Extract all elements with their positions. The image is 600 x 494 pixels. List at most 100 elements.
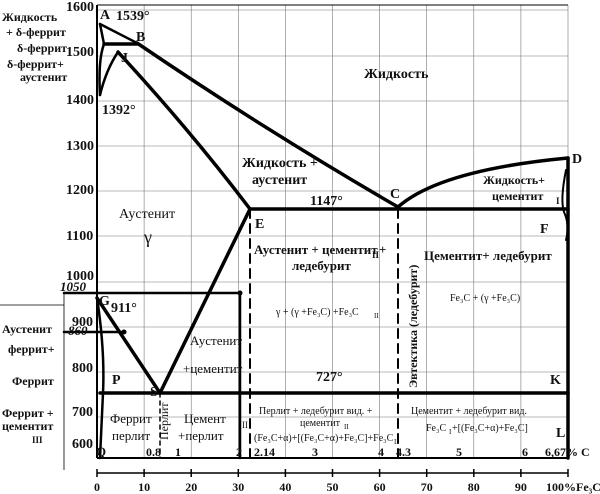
region-austenite: Аустенит <box>119 207 175 222</box>
temp-1539: 1539° <box>116 9 150 24</box>
left-inset-frame <box>0 293 65 470</box>
liquidus-AB <box>98 22 139 45</box>
x-c-tick-1: 1 <box>175 445 181 459</box>
y-tick-1000: 1000 <box>66 269 94 284</box>
region-perlite-ledeburite-2-sub: II <box>344 423 349 431</box>
region-perlite-ledeburite: Перлит + ледебурит вид. + <box>259 406 373 417</box>
label-delta-ferrite: δ-феррит <box>17 41 67 55</box>
x-pct-tick-label: 90 <box>515 480 527 494</box>
x-c-tick-0.8: 0.8 <box>146 445 161 459</box>
region-austenite-cementite-ledeburite-2: ледебурит <box>292 258 351 273</box>
marker-dots <box>121 290 243 335</box>
region-austenite-cementite-ledeburite-sub: II <box>372 250 380 260</box>
temp-860: 860 <box>68 323 88 338</box>
region-austenite-2: Аустенит <box>190 333 242 348</box>
solidus-JE <box>116 50 252 211</box>
x-pct-tick-label: 100%Fe₃C <box>546 480 600 494</box>
liquidus-BC <box>135 41 400 209</box>
region-eutectic-ledeburite: Эвтектика (ледебурит) <box>406 265 420 388</box>
label-ferrite: Феррит <box>12 374 54 388</box>
region-cementite-perlite-sub: II <box>242 420 248 430</box>
dot-860 <box>121 329 127 335</box>
plot-frame <box>96 4 568 459</box>
x-pct-tick-label: 0 <box>94 480 100 494</box>
y-tick-1600: 1600 <box>66 0 94 15</box>
x-c-tick-2: 2 <box>236 445 242 459</box>
region-austenite-cementite-ledeburite: Аустенит + цементит <box>254 242 378 257</box>
x-pct-tick-label: 50 <box>327 480 339 494</box>
temp-1050: 1050 <box>60 279 87 294</box>
label-delta-ferrite-austenite: δ-феррит+ <box>7 57 64 71</box>
label-austenite-ferrite-2: феррит+ <box>8 342 55 356</box>
region-cementite-ledeburite-2-b-sub: I <box>449 428 452 436</box>
temp-727: 727° <box>316 370 343 385</box>
region-austenite-formula-sub: II <box>374 312 379 320</box>
x-c-tick-6.67: 6,67% C <box>545 445 590 459</box>
x-pct-tick-label: 30 <box>232 480 244 494</box>
label-delta-ferrite-austenite-2: аустенит <box>20 70 67 84</box>
x-c-tick-4.3: 4.3 <box>396 445 411 459</box>
region-perlite: Перлит <box>157 402 171 440</box>
region-cementite-perlite-2: +перлит <box>178 428 224 443</box>
y-tick-1300: 1300 <box>66 139 94 154</box>
region-liquid-austenite: Жидкость + <box>242 156 318 171</box>
region-austenite-2-cementite: +цементит <box>183 361 243 376</box>
x-c-tick-2.14: 2.14 <box>254 445 275 459</box>
x-pct-tick-label: 60 <box>374 480 386 494</box>
region-liquid: Жидкость <box>364 67 429 82</box>
x-c-tick-5: 5 <box>456 445 462 459</box>
x-pct-tick-label: 80 <box>468 480 480 494</box>
x-c-tick-4: 4 <box>378 445 384 459</box>
y-tick-1200: 1200 <box>66 183 94 198</box>
x-pct-tick-label: 10 <box>138 480 150 494</box>
y-tick-1100: 1100 <box>66 229 93 244</box>
point-F: F <box>540 222 549 237</box>
region-cementite-ledeburite-2-c: +[(Fe₃C+α)+Fe₃C] <box>452 423 528 434</box>
y-tick-1400: 1400 <box>66 93 94 108</box>
y-tick-700: 700 <box>72 405 93 420</box>
x-pct-tick-label: 40 <box>279 480 291 494</box>
label-ferrite-cementite-2: цементит <box>2 419 53 433</box>
region-ferrite-perlite: Феррит <box>110 411 152 426</box>
y-tick-800: 800 <box>72 361 93 376</box>
percent-fe3c-axis: 0 10 20 30 40 50 60 70 80 90 100%Fe₃C <box>94 469 600 494</box>
region-ferrite-perlite-2: перлит <box>112 428 151 443</box>
point-D: D <box>572 152 582 167</box>
temp-1392: 1392° <box>102 103 136 118</box>
line-HN <box>98 42 106 97</box>
label-ferrite-cementite-sub: III <box>32 435 43 445</box>
point-A: A <box>100 8 111 23</box>
y-tick-600: 600 <box>72 437 93 452</box>
y-tick-1500: 1500 <box>66 45 94 60</box>
region-perlite-formula: (Fe₃C+α)+[(Fe₃C+α)+Fe₃C]+Fe₃C <box>254 433 394 444</box>
region-cementite-formula: Fe₃C + (γ +Fe₃C) <box>450 293 520 304</box>
x-c-tick-3: 3 <box>312 445 318 459</box>
y-tick-900: 900 <box>72 315 93 330</box>
region-austenite-formula: γ + (γ +Fe₃C) +Fe₃C <box>275 307 359 318</box>
dot-1050 <box>237 290 243 296</box>
point-P: P <box>112 373 121 388</box>
line-GS <box>95 296 162 395</box>
cementite-curve <box>561 169 569 241</box>
region-gamma: γ <box>143 227 152 247</box>
x-c-tick-Q: Q <box>96 444 106 459</box>
region-liquid-austenite-2: аустенит <box>252 173 307 188</box>
label-ferrite-cementite: Феррит + <box>2 406 54 420</box>
region-liquid-cementite-2: цементит <box>492 189 543 203</box>
line-ES <box>158 207 252 395</box>
line-GP <box>95 296 105 395</box>
liquidus-CD <box>396 156 570 209</box>
label-austenite-ferrite: Аустенит <box>2 322 52 336</box>
point-K: K <box>550 373 561 388</box>
label-liquid-delta-ferrite-2: + δ-феррит <box>6 25 66 39</box>
region-perlite-formula-sub: II <box>394 438 399 446</box>
x-pct-tick-label: 70 <box>421 480 433 494</box>
phase-lines <box>62 22 570 460</box>
grid-lines <box>96 5 569 459</box>
line-NJ <box>98 50 120 97</box>
temp-911: 911° <box>111 301 137 316</box>
x-c-tick-6: 6 <box>522 445 528 459</box>
point-L: L <box>556 426 565 441</box>
point-G: G <box>99 294 110 309</box>
